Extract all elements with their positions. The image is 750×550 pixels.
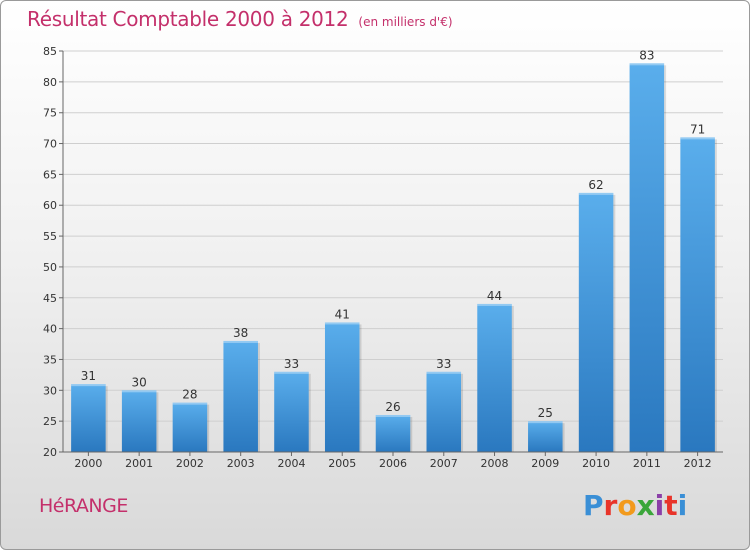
chart-title-text: Résultat Comptable 2000 à 2012 (27, 7, 349, 31)
bar-2005 (324, 322, 360, 452)
value-label-2006: 26 (385, 400, 400, 414)
y-tick-label: 35 (43, 353, 57, 366)
bar-highlight (223, 340, 258, 343)
bar-2010 (578, 192, 614, 452)
bar-highlight (426, 371, 462, 374)
bar-highlight (629, 63, 665, 66)
bar-2001 (121, 390, 157, 452)
y-tick-label: 75 (43, 107, 57, 120)
bar-2011 (629, 63, 665, 452)
logo-letter: r (603, 489, 618, 522)
x-tick-label-2011: 2011 (633, 457, 661, 470)
value-label-2012: 71 (690, 122, 705, 136)
bar-2007 (426, 371, 462, 452)
y-tick-label: 30 (43, 384, 57, 397)
value-label-2004: 33 (284, 357, 299, 371)
y-tick-label: 40 (43, 323, 57, 336)
x-tick-label-2001: 2001 (125, 457, 153, 470)
bar-highlight (375, 414, 411, 417)
bar-highlight (680, 137, 715, 140)
logo-letter: x (636, 489, 655, 522)
bar-2002 (172, 402, 208, 452)
logo-letter: o (617, 489, 637, 522)
value-label-2002: 28 (182, 388, 197, 402)
logo-letter: i (654, 489, 665, 522)
x-tick-label-2002: 2002 (176, 457, 204, 470)
y-tick-label: 50 (43, 261, 57, 274)
x-axis: 2000 2001 2002 2003 2004 2005 2006 2007 2008 2009… (63, 451, 723, 470)
y-tick-label: 65 (43, 168, 57, 181)
value-label-2005: 41 (335, 307, 350, 321)
value-label-2010: 62 (588, 178, 603, 192)
bar-2003 (223, 340, 258, 452)
y-axis: 20 25 30 35 40 45 50 55 60 65 70 75 80 85 (43, 45, 64, 459)
value-label-2001: 30 (132, 375, 147, 389)
x-tick-label-2006: 2006 (379, 457, 407, 470)
value-label-2000: 31 (81, 369, 96, 383)
logo-letter: t (664, 489, 678, 522)
chart-unit: (en milliers d'€) (358, 15, 453, 29)
x-tick-label-2005: 2005 (328, 457, 356, 470)
bar-2009 (528, 421, 563, 452)
y-tick-label: 85 (43, 45, 57, 58)
y-tick-label: 20 (43, 446, 57, 459)
bar-highlight (121, 390, 157, 393)
grid-lines (63, 50, 723, 453)
commune-name: HéRANGE (39, 495, 128, 517)
chart-title: Résultat Comptable 2000 à 2012 (en millie… (27, 7, 453, 31)
value-label-2011: 83 (639, 48, 654, 62)
bar-highlight (172, 402, 208, 405)
bar-highlight (274, 371, 309, 374)
y-tick-label: 80 (43, 76, 57, 89)
bar-2012 (680, 137, 715, 452)
proxiti-logo[interactable]: Proxiti (583, 489, 687, 522)
bar-highlight (477, 303, 512, 306)
bar-highlight (71, 384, 106, 387)
x-tick-label-2008: 2008 (481, 457, 509, 470)
x-tick-label-2009: 2009 (531, 457, 559, 470)
y-tick-label: 45 (43, 292, 57, 305)
bar-highlight (324, 322, 360, 325)
x-tick-label-2007: 2007 (430, 457, 458, 470)
bars: 31 30 28 38 33 41 26 33 44 25 62 83 71 (71, 48, 717, 452)
y-tick-label: 55 (43, 230, 57, 243)
x-tick-label-2010: 2010 (582, 457, 610, 470)
bar-2006 (375, 414, 411, 452)
value-label-2009: 25 (538, 406, 553, 420)
logo-letter: i (677, 489, 688, 522)
value-label-2008: 44 (487, 289, 502, 303)
x-tick-label-2003: 2003 (227, 457, 255, 470)
y-tick-label: 60 (43, 199, 57, 212)
value-label-2007: 33 (436, 357, 451, 371)
bar-2000 (71, 384, 106, 452)
logo-letter: P (583, 489, 604, 522)
y-tick-label: 70 (43, 138, 57, 151)
bar-2004 (274, 371, 309, 452)
y-tick-label: 25 (43, 415, 57, 428)
bar-highlight (528, 421, 563, 424)
x-tick-label-2012: 2012 (684, 457, 712, 470)
bar-highlight (578, 192, 614, 195)
x-tick-label-2004: 2004 (277, 457, 305, 470)
value-label-2003: 38 (233, 326, 248, 340)
x-tick-label-2000: 2000 (74, 457, 102, 470)
bar-2008 (477, 303, 512, 452)
